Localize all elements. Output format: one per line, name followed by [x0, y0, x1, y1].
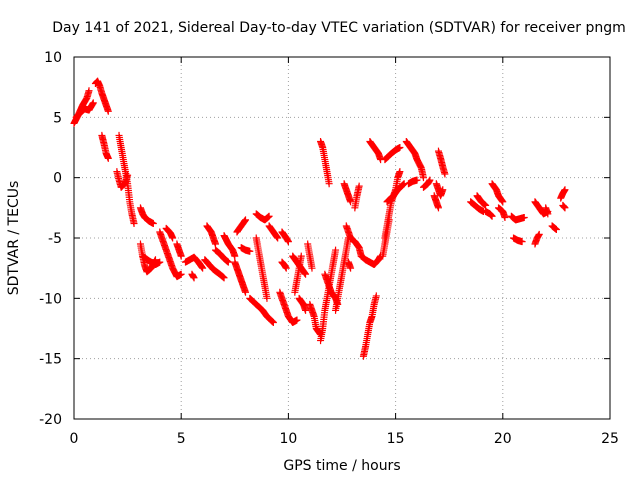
data-point — [325, 180, 333, 188]
data-point — [104, 107, 112, 115]
y-tick-label: 5 — [53, 110, 62, 126]
data-point — [396, 168, 404, 176]
data-point — [284, 238, 292, 246]
data-point — [501, 213, 509, 221]
data-point — [224, 258, 232, 266]
data-point — [104, 154, 112, 162]
data-point — [499, 198, 507, 206]
data-point — [544, 210, 552, 218]
data-points — [70, 77, 569, 360]
data-point — [242, 288, 250, 296]
y-axis-ticks: -20 -15 -10 -5 0 5 10 — [39, 50, 610, 428]
data-point — [347, 264, 355, 272]
data-point — [439, 186, 447, 194]
data-point — [561, 204, 569, 212]
data-point — [231, 252, 239, 260]
y-tick-label: -5 — [48, 231, 62, 247]
data-point — [85, 87, 93, 95]
x-axis-label: GPS time / hours — [283, 458, 400, 474]
data-point — [263, 294, 271, 302]
data-point — [190, 274, 198, 282]
x-tick-label: 15 — [387, 431, 405, 447]
y-axis-label: SDTVAR / TECUs — [6, 181, 22, 296]
data-point — [212, 240, 220, 248]
data-point — [561, 186, 569, 194]
y-tick-label: 0 — [53, 171, 62, 187]
data-point — [426, 176, 434, 184]
y-tick-label: 10 — [44, 50, 62, 66]
data-point — [355, 182, 363, 190]
data-point — [293, 316, 301, 324]
data-point — [156, 258, 164, 266]
data-point — [332, 246, 340, 254]
data-point — [482, 201, 490, 209]
data-point — [124, 171, 132, 179]
data-point — [246, 247, 254, 255]
data-point — [520, 213, 528, 221]
data-point — [274, 234, 282, 242]
data-point — [434, 204, 442, 212]
data-point — [177, 270, 185, 278]
data-point — [89, 99, 97, 107]
data-point — [488, 212, 496, 220]
data-point — [269, 318, 277, 326]
chart-title: Day 141 of 2021, Sidereal Day-to-day VTE… — [52, 20, 626, 36]
data-point — [385, 216, 393, 224]
data-point — [177, 252, 185, 260]
data-point — [302, 270, 310, 278]
x-tick-label: 25 — [601, 431, 619, 447]
x-tick-label: 10 — [279, 431, 297, 447]
data-point — [413, 176, 421, 184]
y-tick-label: -20 — [39, 412, 62, 428]
data-point — [265, 212, 273, 220]
data-point — [199, 264, 207, 272]
x-tick-label: 20 — [494, 431, 512, 447]
data-point — [302, 306, 310, 314]
data-point — [242, 216, 250, 224]
data-point — [535, 230, 543, 238]
data-point — [396, 144, 404, 151]
data-point — [552, 226, 560, 234]
data-point — [149, 220, 157, 228]
data-point — [372, 292, 380, 300]
x-tick-label: 5 — [177, 431, 186, 447]
data-point — [297, 252, 305, 260]
data-point — [169, 234, 177, 242]
data-point — [419, 174, 427, 182]
data-point — [308, 264, 316, 272]
y-tick-label: -15 — [39, 352, 62, 368]
y-tick-label: -10 — [39, 291, 62, 307]
data-point — [518, 238, 526, 246]
data-point — [441, 170, 449, 178]
x-axis-ticks: 0 5 10 15 20 25 — [70, 57, 619, 447]
data-point — [220, 274, 228, 282]
data-point — [130, 220, 138, 228]
data-point — [282, 264, 290, 272]
x-tick-label: 0 — [70, 431, 79, 447]
grid-lines — [74, 57, 610, 419]
